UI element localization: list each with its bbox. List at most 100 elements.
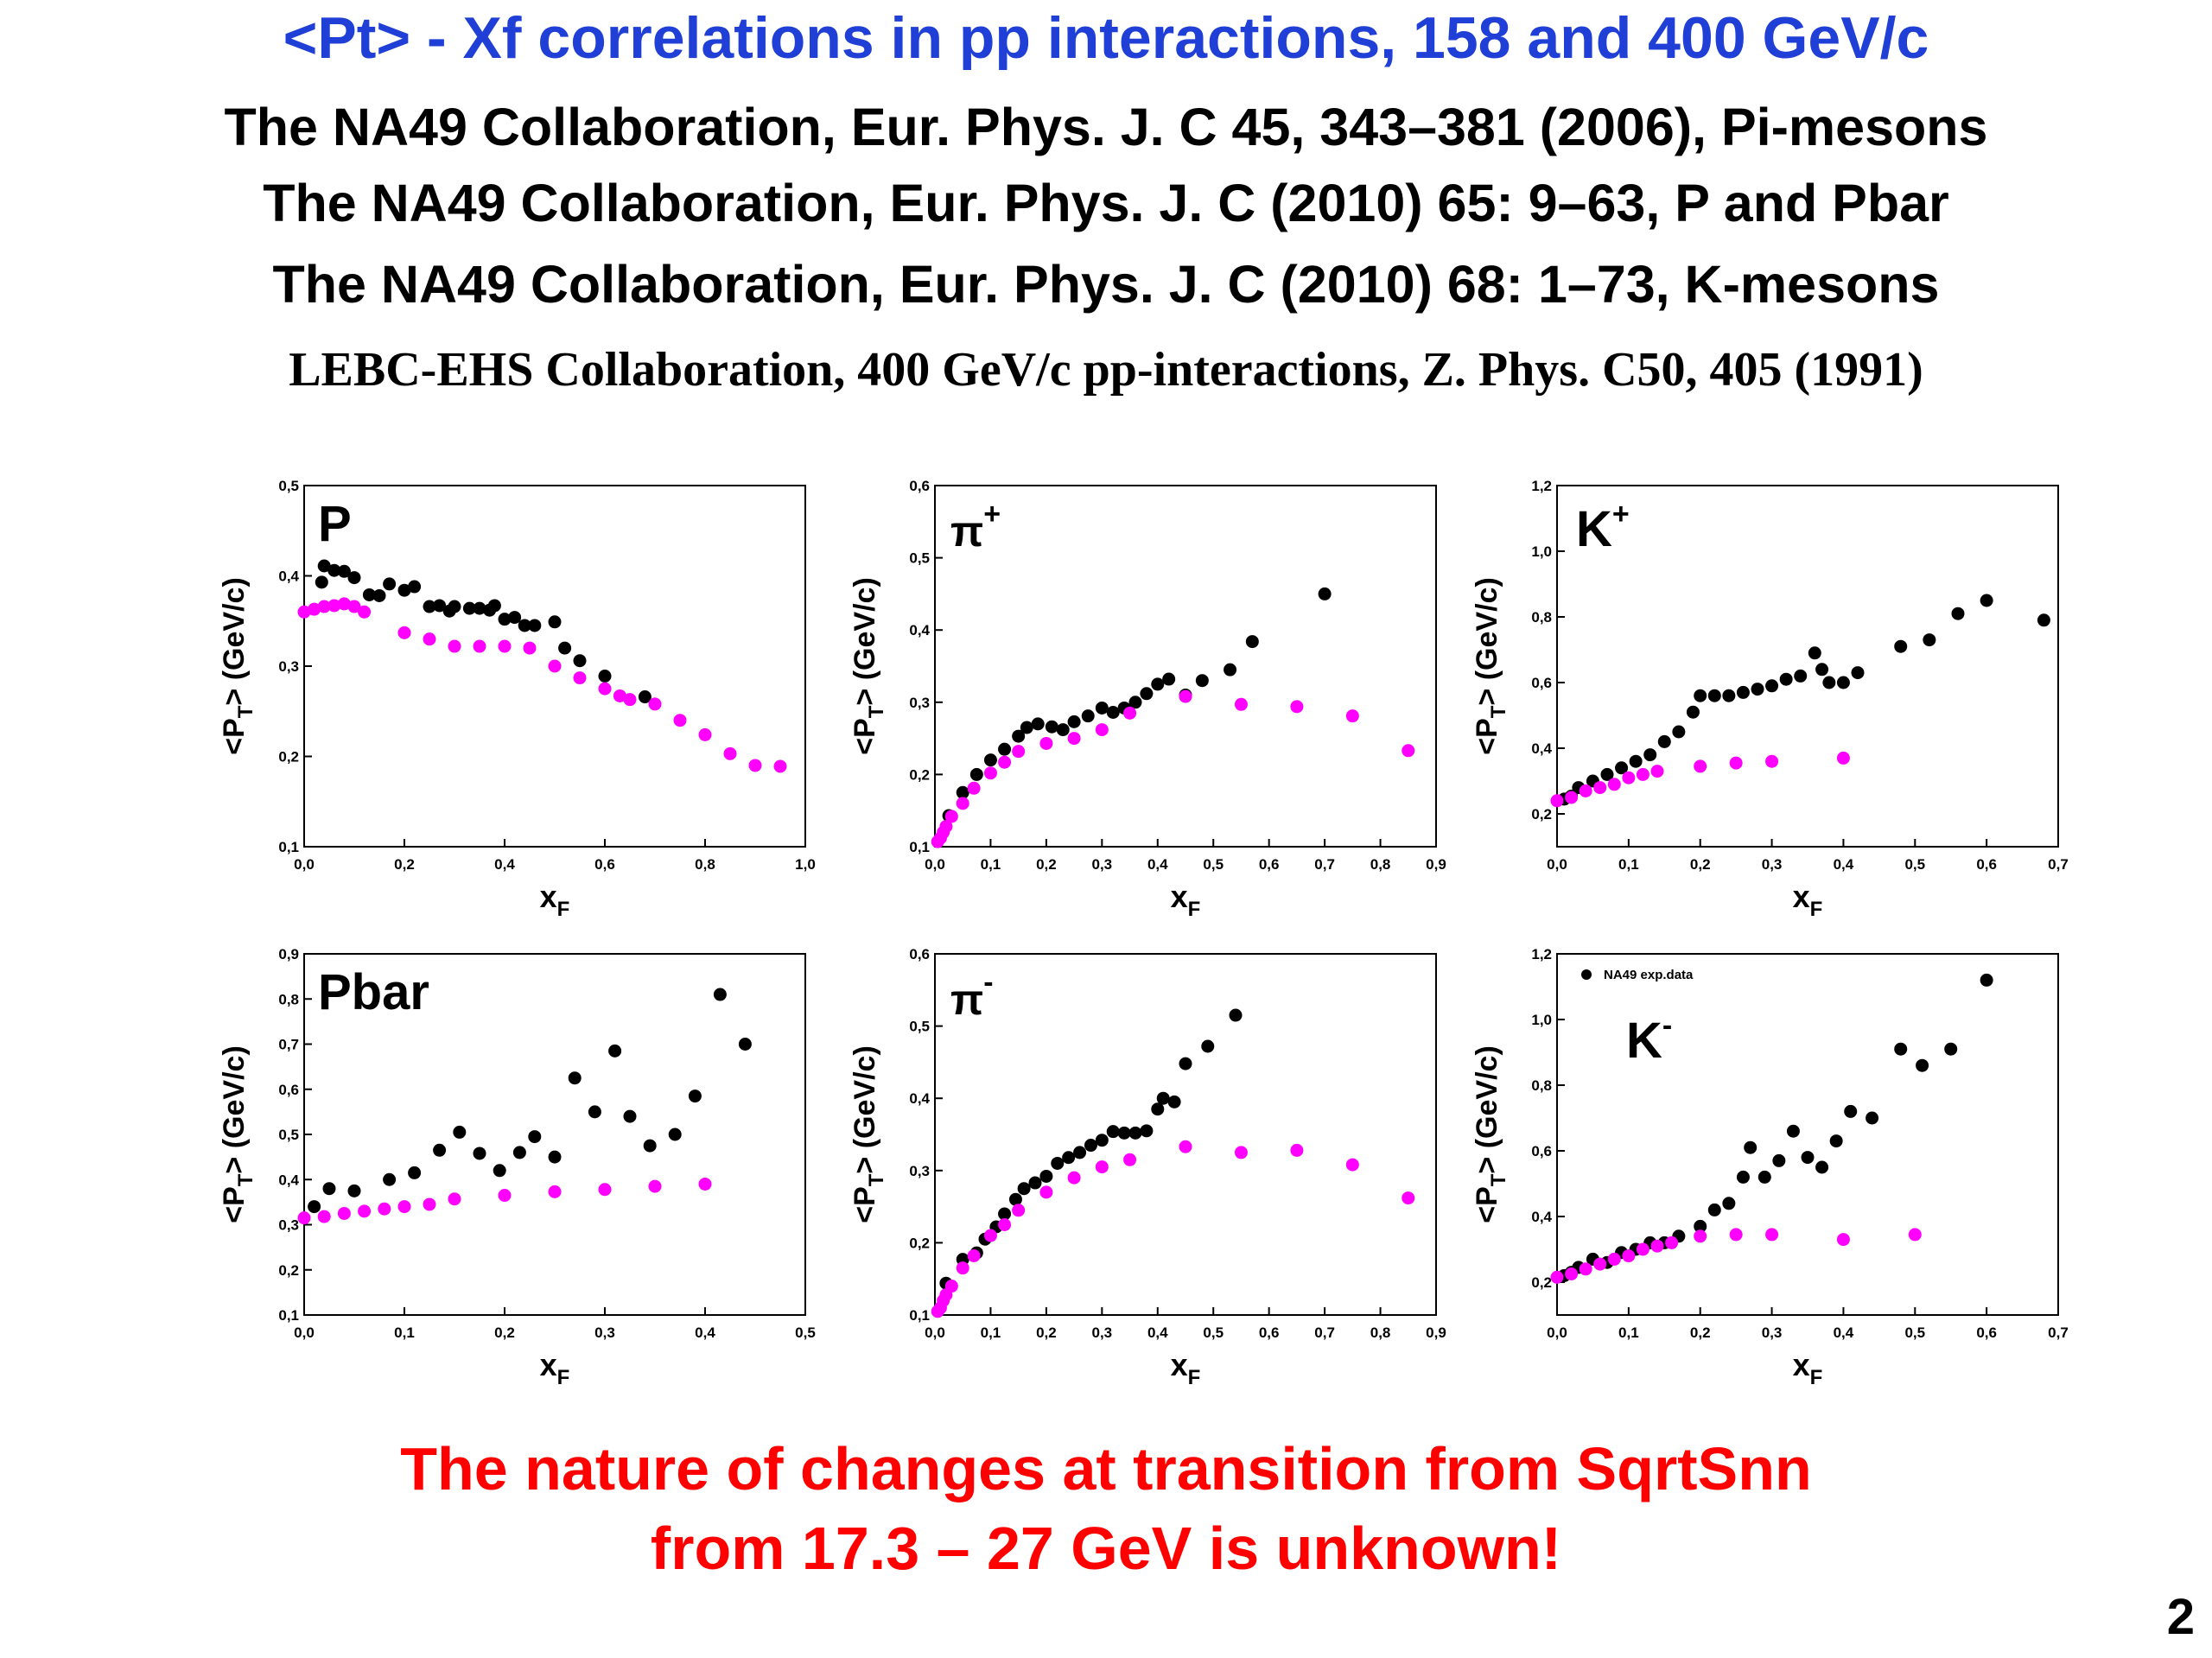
y-tick-label: 0,1	[278, 1307, 299, 1324]
plot-frame	[1556, 953, 2059, 1316]
x-axis-label: xF	[1171, 879, 1201, 921]
panel-label: K-	[1626, 1009, 1672, 1069]
lebc-data-point	[967, 781, 981, 795]
na49-data-point	[518, 619, 531, 632]
x-tick-label: 0,8	[1370, 1324, 1391, 1341]
x-tick-label: 0,2	[494, 1324, 515, 1341]
y-axis-label: <PT> (GeV/c)	[1471, 577, 1510, 755]
na49-data-point	[1140, 1124, 1154, 1138]
y-tick-label: 0,2	[1531, 806, 1552, 823]
lebc-data-point	[347, 600, 361, 613]
na49-data-point	[397, 583, 411, 597]
lebc-data-point	[1565, 1267, 1579, 1280]
na49-data-point	[448, 600, 461, 613]
chart-p: 0,0 0,2 0,4 0,6 0,8 1,0 0,1 0,2 0,3 0,4 0,5 <PT> (G…	[218, 478, 816, 921]
na49-data-point	[423, 600, 436, 613]
lebc-data-point	[317, 1210, 331, 1223]
na49-data-point	[1156, 1091, 1170, 1105]
lebc-data-point	[1179, 1140, 1192, 1153]
y-tick-label: 0,5	[909, 550, 930, 567]
na49-data-point	[1829, 1134, 1843, 1148]
lebc-data-point	[1765, 754, 1779, 768]
x-tick-label: 0,0	[1547, 856, 1567, 873]
na49-data-point	[1707, 1203, 1721, 1217]
x-tick-label: 0,1	[1618, 1324, 1639, 1341]
na49-data-point	[548, 615, 562, 629]
y-tick-label: 0,5	[278, 478, 299, 494]
chart-k-minus: 0,0 0,1 0,2 0,3 0,4 0,5 0,6 0,7 0,2 0,4 0,6 0,8 1,0 1…	[1471, 946, 2069, 1389]
lebc-data-point	[983, 766, 997, 780]
lebc-data-point	[1550, 794, 1564, 808]
na49-data-point	[1801, 1151, 1815, 1165]
lebc-data-point	[967, 1248, 981, 1262]
na49-data-point	[1722, 1197, 1736, 1210]
y-tick-label: 0,6	[1531, 675, 1552, 691]
lebc-data-point	[648, 1179, 662, 1193]
na49-data-point	[1151, 1102, 1165, 1116]
lebc-data-point	[1123, 706, 1137, 720]
na49-data-point	[1808, 646, 1821, 660]
na49-data-point	[1095, 1134, 1109, 1147]
na49-data-point	[1128, 1126, 1142, 1140]
lebc-data-point	[548, 659, 562, 673]
lebc-data-point	[358, 605, 372, 619]
na49-data-point	[1744, 1140, 1758, 1154]
na49-data-point	[327, 563, 341, 577]
lebc-data-point	[1402, 744, 1415, 758]
lebc-data-point	[1012, 1204, 1026, 1217]
na49-data-point	[1051, 1156, 1065, 1170]
lebc-data-point	[1622, 1249, 1636, 1263]
y-tick-label: 1,2	[1531, 478, 1552, 494]
na49-data-point	[638, 690, 652, 704]
na49-data-point	[408, 580, 422, 594]
x-tick-label: 0,0	[1547, 1324, 1567, 1341]
lebc-data-point	[1729, 756, 1743, 770]
y-tick-label: 0,8	[278, 991, 299, 1007]
na49-data-point	[1844, 1104, 1858, 1118]
y-tick-label: 0,4	[909, 622, 930, 638]
lebc-data-point	[1765, 1228, 1779, 1242]
na49-data-point	[1615, 761, 1629, 775]
na49-data-point	[1224, 663, 1237, 677]
x-tick-label: 0,3	[594, 1324, 615, 1341]
y-axis-label-rest: > (GeV/c)	[849, 1045, 881, 1173]
x-tick-label: 0,0	[925, 856, 945, 873]
lebc-data-point	[297, 1211, 311, 1225]
reference-line-3: The NA49 Collaboration, Eur. Phys. J. C …	[272, 255, 1940, 314]
panel-label: Pbar	[318, 964, 429, 1020]
lebc-data-point	[327, 599, 341, 613]
na49-data-point	[1736, 1170, 1750, 1184]
y-tick-label: 0,5	[278, 1127, 299, 1143]
na49-data-point	[1722, 689, 1736, 702]
y-tick-label: 0,2	[1531, 1274, 1552, 1291]
page-number: 2	[2166, 1589, 2195, 1645]
na49-data-point	[573, 654, 587, 668]
lebc-data-point	[623, 693, 637, 707]
na49-data-point	[1866, 1111, 1879, 1125]
x-axis-label: xF	[1793, 879, 1823, 921]
na49-data-point	[643, 1139, 657, 1153]
x-tick-label: 0,2	[1690, 856, 1711, 873]
panel-label: K+	[1576, 498, 1630, 557]
lebc-data-point	[397, 1200, 411, 1214]
na49-data-point	[383, 577, 397, 591]
x-tick-label: 0,3	[1762, 856, 1783, 873]
x-tick-label: 0,9	[1426, 1324, 1446, 1341]
lebc-data-point	[956, 797, 969, 810]
na49-data-point	[1167, 1095, 1181, 1109]
lebc-data-point	[998, 755, 1012, 769]
na49-data-point	[1694, 1219, 1707, 1233]
na49-data-point	[1758, 1170, 1771, 1184]
na49-data-point	[473, 601, 486, 615]
y-tick-label: 0,1	[909, 839, 930, 855]
na49-data-point	[493, 1164, 506, 1178]
na49-data-point	[1923, 633, 1936, 647]
na49-data-point	[433, 599, 447, 613]
lebc-data-point	[939, 820, 953, 834]
lebc-data-point	[1622, 771, 1636, 785]
lebc-data-point	[748, 759, 762, 772]
lebc-data-point	[423, 632, 436, 646]
na49-data-point	[473, 1147, 486, 1160]
x-tick-label: 0,2	[394, 856, 415, 873]
na49-data-point	[1012, 729, 1026, 743]
